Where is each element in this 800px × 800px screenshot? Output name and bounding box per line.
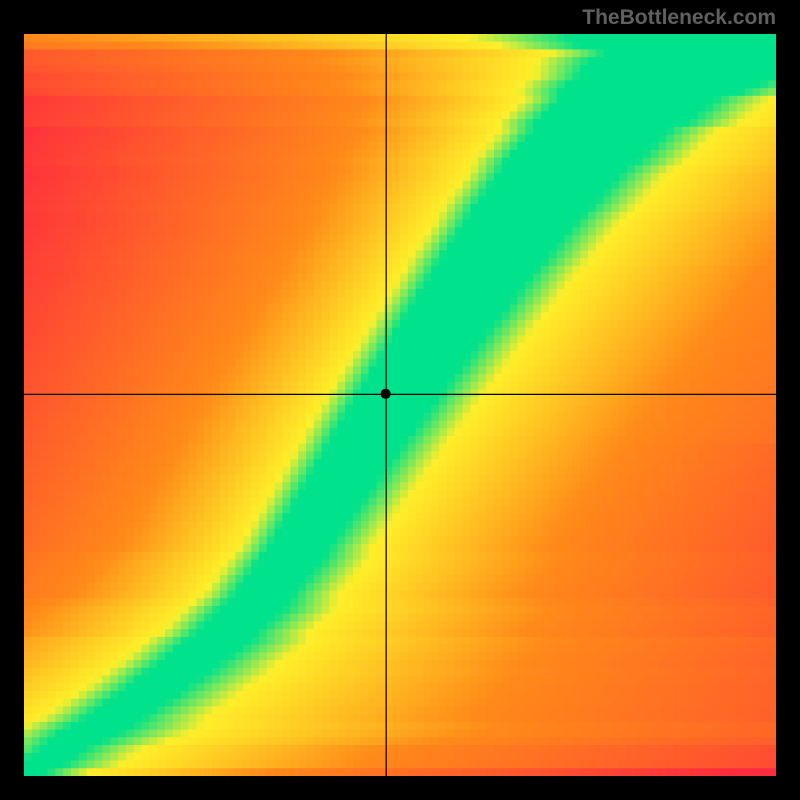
heatmap-frame	[24, 34, 776, 776]
heatmap-canvas	[24, 34, 776, 776]
chart-container: TheBottleneck.com	[0, 0, 800, 800]
watermark-text: TheBottleneck.com	[582, 6, 776, 30]
